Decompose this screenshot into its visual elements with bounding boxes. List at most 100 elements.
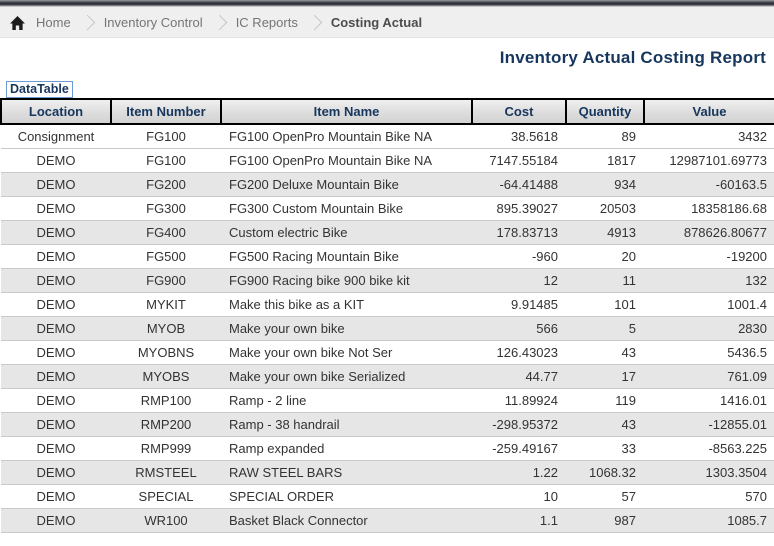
- cell-item-name: FG900 Racing bike 900 bike kit: [221, 268, 472, 293]
- breadcrumb-item-inventory-control[interactable]: Inventory Control: [103, 15, 203, 30]
- cell-item-name: Ramp - 2 line: [221, 388, 472, 413]
- chevron-right-icon: [306, 14, 323, 31]
- cell-quantity: 934: [566, 172, 644, 197]
- table-row: DEMO WR100 Basket Black Connector 1.1 987 108…: [1, 508, 774, 533]
- cell-item-name: FG500 Racing Mountain Bike: [221, 244, 472, 269]
- table-row: DEMO SPECIAL SPECIAL ORDER 10 57 570: [1, 484, 774, 509]
- cell-item-name: Make this bike as a KIT: [221, 292, 472, 317]
- cell-item-number: MYOB: [111, 316, 221, 341]
- column-header-cost[interactable]: Cost: [471, 98, 567, 125]
- column-header-location[interactable]: Location: [0, 98, 112, 125]
- breadcrumb-item-home[interactable]: Home: [36, 15, 71, 30]
- table-row: DEMO MYKIT Make this bike as a KIT 9.91485 1…: [1, 292, 774, 317]
- cell-cost: 1.22: [472, 460, 566, 485]
- cell-item-name: FG300 Custom Mountain Bike: [221, 196, 472, 221]
- cell-value: 12987101.69773: [644, 148, 774, 173]
- cell-cost: 1.1: [472, 508, 566, 533]
- cell-quantity: 1817: [566, 148, 644, 173]
- cell-value: 132: [644, 268, 774, 293]
- page-title: Inventory Actual Costing Report: [499, 48, 766, 67]
- cell-cost: 566: [472, 316, 566, 341]
- cell-value: 2830: [644, 316, 774, 341]
- cell-item-number: MYKIT: [111, 292, 221, 317]
- cell-cost: 9.91485: [472, 292, 566, 317]
- cell-cost: 12: [472, 268, 566, 293]
- column-header-quantity[interactable]: Quantity: [565, 98, 645, 125]
- cell-item-name: Make your own bike Serialized: [221, 364, 472, 389]
- datatable-tab[interactable]: DataTable: [6, 81, 73, 98]
- cell-value: -19200: [644, 244, 774, 269]
- cell-value: 1416.01: [644, 388, 774, 413]
- cell-item-number: FG300: [111, 196, 221, 221]
- cell-cost: 44.77: [472, 364, 566, 389]
- cell-location: DEMO: [1, 244, 111, 269]
- cell-location: DEMO: [1, 364, 111, 389]
- table-header-row: Location Item Number Item Name Cost Quantity…: [0, 98, 774, 125]
- cell-location: DEMO: [1, 172, 111, 197]
- top-bar: [0, 0, 774, 8]
- cell-item-number: RMP999: [111, 436, 221, 461]
- table-body: Consignment FG100 FG100 OpenPro Mountain B…: [1, 124, 774, 533]
- cell-item-number: FG200: [111, 172, 221, 197]
- column-header-value[interactable]: Value: [643, 98, 774, 125]
- cell-item-number: RMP200: [111, 412, 221, 437]
- cell-item-number: FG400: [111, 220, 221, 245]
- cell-value: 878626.80677: [644, 220, 774, 245]
- cell-location: DEMO: [1, 196, 111, 221]
- cell-quantity: 20503: [566, 196, 644, 221]
- home-icon[interactable]: [10, 15, 25, 30]
- costing-table: Location Item Number Item Name Cost Quantity…: [0, 98, 774, 533]
- cell-quantity: 89: [566, 124, 644, 149]
- cell-quantity: 17: [566, 364, 644, 389]
- cell-value: 1001.4: [644, 292, 774, 317]
- cell-item-name: Make your own bike: [221, 316, 472, 341]
- cell-location: DEMO: [1, 292, 111, 317]
- cell-value: -8563.225: [644, 436, 774, 461]
- cell-quantity: 1068.32: [566, 460, 644, 485]
- table-row: DEMO MYOBS Make your own bike Serialized 44…: [1, 364, 774, 389]
- table-row: DEMO FG900 FG900 Racing bike 900 bike kit 1…: [1, 268, 774, 293]
- chevron-right-icon: [211, 14, 227, 31]
- cell-quantity: 20: [566, 244, 644, 269]
- cell-quantity: 987: [566, 508, 644, 533]
- cell-quantity: 5: [566, 316, 644, 341]
- cell-quantity: 101: [566, 292, 644, 317]
- cell-quantity: 43: [566, 340, 644, 365]
- cell-quantity: 4913: [566, 220, 644, 245]
- cell-value: -60163.5: [644, 172, 774, 197]
- cell-quantity: 57: [566, 484, 644, 509]
- cell-item-number: RMP100: [111, 388, 221, 413]
- column-header-item-name[interactable]: Item Name: [220, 98, 473, 125]
- cell-item-number: RMSTEEL: [111, 460, 221, 485]
- cell-item-number: MYOBNS: [111, 340, 221, 365]
- cell-item-number: MYOBS: [111, 364, 221, 389]
- cell-location: DEMO: [1, 220, 111, 245]
- cell-location: Consignment: [1, 124, 111, 149]
- cell-item-number: SPECIAL: [111, 484, 221, 509]
- cell-location: DEMO: [1, 484, 111, 509]
- table-row: DEMO MYOBNS Make your own bike Not Ser 126.…: [1, 340, 774, 365]
- cell-item-name: Custom electric Bike: [221, 220, 472, 245]
- cell-location: DEMO: [1, 388, 111, 413]
- cell-item-number: FG100: [111, 148, 221, 173]
- cell-location: DEMO: [1, 268, 111, 293]
- cell-quantity: 11: [566, 268, 644, 293]
- breadcrumb-item-ic-reports[interactable]: IC Reports: [235, 15, 298, 30]
- cell-item-number: FG100: [111, 124, 221, 149]
- table-row: DEMO MYOB Make your own bike 566 5 2830: [1, 316, 774, 341]
- table-row: DEMO RMP100 Ramp - 2 line 11.89924 119 1416.0…: [1, 388, 774, 413]
- cell-value: 1303.3504: [644, 460, 774, 485]
- cell-cost: -298.95372: [472, 412, 566, 437]
- cell-location: DEMO: [1, 148, 111, 173]
- cell-item-name: Ramp - 38 handrail: [221, 412, 472, 437]
- cell-location: DEMO: [1, 436, 111, 461]
- table-row: DEMO FG500 FG500 Racing Mountain Bike -960 2…: [1, 244, 774, 269]
- table-row: DEMO RMP200 Ramp - 38 handrail -298.95372 43…: [1, 412, 774, 437]
- cell-location: DEMO: [1, 412, 111, 437]
- table-row: DEMO RMSTEEL RAW STEEL BARS 1.22 1068.32 1303…: [1, 460, 774, 485]
- cell-cost: 7147.55184: [472, 148, 566, 173]
- cell-cost: 178.83713: [472, 220, 566, 245]
- column-header-item-number[interactable]: Item Number: [110, 98, 222, 125]
- cell-cost: -960: [472, 244, 566, 269]
- cell-item-name: RAW STEEL BARS: [221, 460, 472, 485]
